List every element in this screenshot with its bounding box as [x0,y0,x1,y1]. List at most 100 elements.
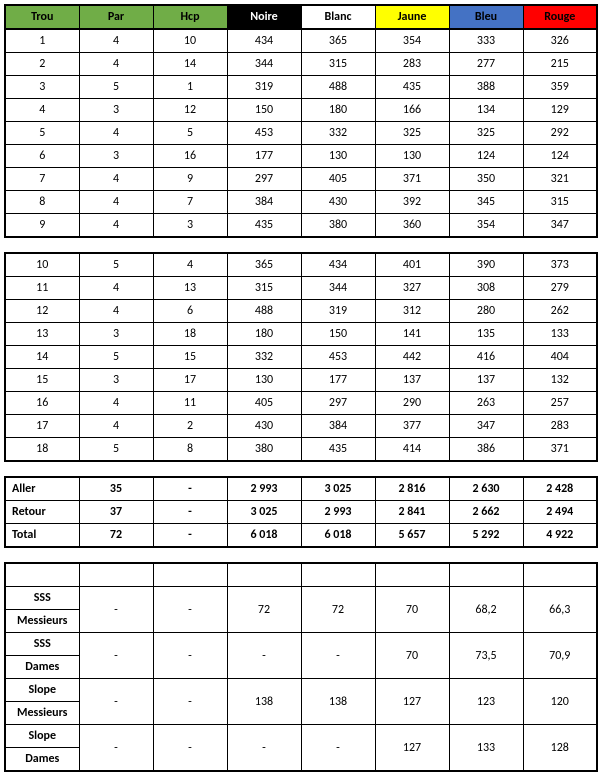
cell-trou: 4 [5,99,79,122]
cell-hcp: 6 [153,300,227,323]
rating-sublabel: Messieurs [5,702,79,725]
cell-trou: 18 [5,438,79,462]
cell-jaune: 327 [375,277,449,300]
cell-par: 4 [79,300,153,323]
summary-rouge: 2 428 [523,477,597,501]
cell-trou: 16 [5,392,79,415]
table-row: 545453332325325292 [5,122,597,145]
rating-sublabel: Dames [5,656,79,679]
cell-par: 5 [79,76,153,99]
rating-blanc: - [301,633,375,679]
cell-rouge: 373 [523,253,597,277]
rating-row: SSS----7073,570,9 [5,633,597,656]
rating-rouge: 66,3 [523,587,597,633]
cell-blanc: 434 [301,253,375,277]
cell-rouge: 371 [523,438,597,462]
cell-jaune: 312 [375,300,449,323]
cell-jaune: 354 [375,29,449,53]
table-row: 1858380435414386371 [5,438,597,462]
scorecard-table: TrouParHcpNoireBlancJauneBleuRouge141043… [4,4,598,772]
cell-bleu: 390 [449,253,523,277]
col-header-hcp: Hcp [153,5,227,29]
cell-noire: 315 [227,277,301,300]
table-row: 13318180150141135133 [5,323,597,346]
rating-row: Slope----127133128 [5,725,597,748]
rating-blanc: 72 [301,587,375,633]
empty-cell [5,563,79,587]
cell-rouge: 292 [523,122,597,145]
empty-cell [227,563,301,587]
rating-noire: - [227,633,301,679]
cell-jaune: 290 [375,392,449,415]
summary-hcp: - [153,524,227,548]
cell-noire: 430 [227,415,301,438]
cell-jaune: 137 [375,369,449,392]
cell-rouge: 359 [523,76,597,99]
cell-hcp: 14 [153,53,227,76]
cell-noire: 453 [227,122,301,145]
rating-label: SSS [5,633,79,656]
cell-jaune: 166 [375,99,449,122]
rating-par: - [79,725,153,772]
summary-noire: 6 018 [227,524,301,548]
cell-bleu: 135 [449,323,523,346]
cell-bleu: 124 [449,145,523,168]
cell-blanc: 130 [301,145,375,168]
cell-noire: 384 [227,191,301,214]
cell-noire: 434 [227,29,301,53]
col-header-trou: Trou [5,5,79,29]
table-row: 1742430384377347283 [5,415,597,438]
summary-noire: 2 993 [227,477,301,501]
cell-rouge: 262 [523,300,597,323]
cell-noire: 344 [227,53,301,76]
summary-label: Total [5,524,79,548]
cell-trou: 2 [5,53,79,76]
cell-rouge: 215 [523,53,597,76]
table-row: 1246488319312280262 [5,300,597,323]
empty-cell [523,563,597,587]
cell-blanc: 177 [301,369,375,392]
cell-hcp: 4 [153,253,227,277]
rating-par: - [79,633,153,679]
cell-blanc: 384 [301,415,375,438]
cell-trou: 8 [5,191,79,214]
rating-label: Slope [5,679,79,702]
col-header-bleu: Bleu [449,5,523,29]
col-header-rouge: Rouge [523,5,597,29]
cell-jaune: 401 [375,253,449,277]
summary-blanc: 6 018 [301,524,375,548]
cell-hcp: 11 [153,392,227,415]
cell-hcp: 9 [153,168,227,191]
summary-bleu: 2 662 [449,501,523,524]
cell-trou: 12 [5,300,79,323]
cell-bleu: 280 [449,300,523,323]
cell-blanc: 453 [301,346,375,369]
empty-cell [153,563,227,587]
table-row: 749297405371350321 [5,168,597,191]
cell-hcp: 16 [153,145,227,168]
cell-par: 4 [79,191,153,214]
table-row: 14515332453442416404 [5,346,597,369]
cell-blanc: 297 [301,392,375,415]
summary-jaune: 2 841 [375,501,449,524]
cell-trou: 10 [5,253,79,277]
table-row: 1410434365354333326 [5,29,597,53]
cell-trou: 1 [5,29,79,53]
cell-jaune: 442 [375,346,449,369]
cell-rouge: 132 [523,369,597,392]
summary-row: Total72-6 0186 0185 6575 2924 922 [5,524,597,548]
cell-bleu: 386 [449,438,523,462]
cell-noire: 488 [227,300,301,323]
table-row: 2414344315283277215 [5,53,597,76]
summary-bleu: 5 292 [449,524,523,548]
rating-bleu: 123 [449,679,523,725]
cell-trou: 15 [5,369,79,392]
cell-jaune: 371 [375,168,449,191]
cell-noire: 405 [227,392,301,415]
cell-jaune: 141 [375,323,449,346]
rating-jaune: 127 [375,679,449,725]
cell-par: 4 [79,168,153,191]
rating-label: SSS [5,587,79,610]
table-row: 1054365434401390373 [5,253,597,277]
cell-noire: 150 [227,99,301,122]
